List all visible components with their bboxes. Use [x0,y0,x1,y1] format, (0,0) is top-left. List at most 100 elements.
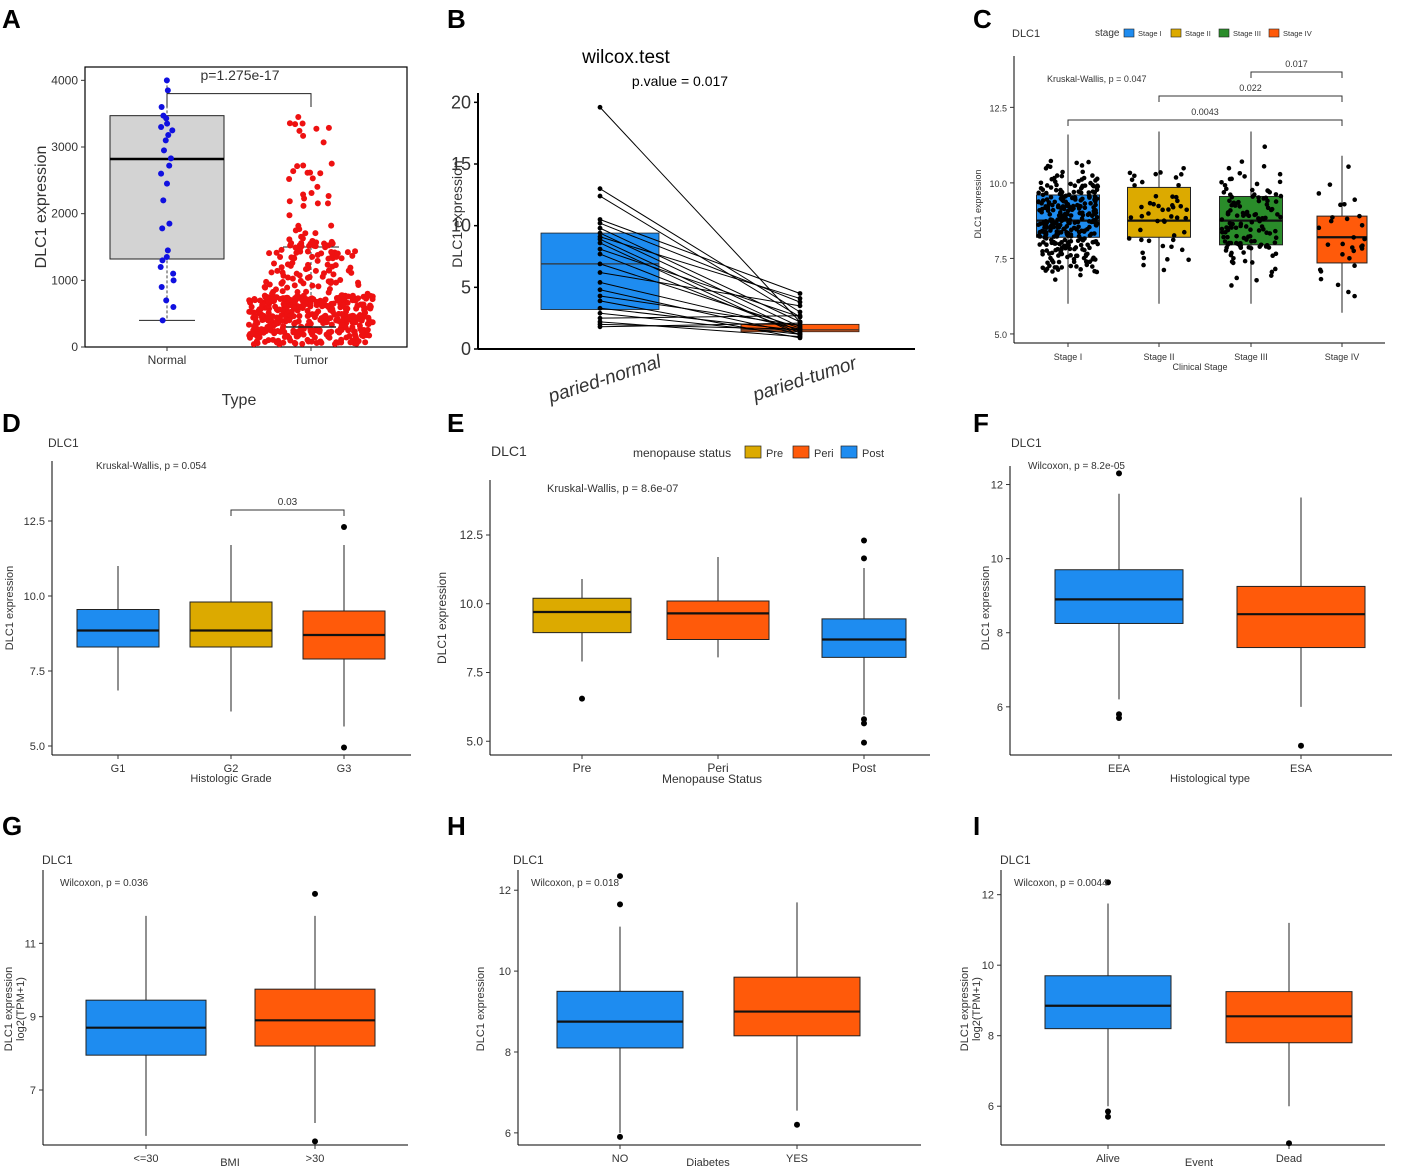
data-point [1272,240,1278,245]
pair-point-normal [597,280,603,285]
tumor-point [295,222,302,229]
x-axis-title: Histological type [1170,773,1250,785]
data-point [1052,265,1058,270]
data-point [1227,198,1232,204]
tumor-point [247,299,254,306]
tumor-point [350,318,357,325]
data-point [1264,242,1270,248]
data-point [1081,229,1087,234]
tumor-point [314,257,321,264]
box-2-box [254,988,376,1047]
data-point [1049,222,1055,228]
tumor-point [291,298,298,305]
legend-label: Post [862,448,884,460]
normal-point [164,87,171,94]
data-point [1219,226,1225,232]
y-tick-label: 1000 [51,273,78,287]
tumor-point [324,261,331,268]
y-tick-label: 10 [451,216,471,236]
data-point [1040,192,1046,198]
data-point [1044,248,1050,253]
tumor-point [295,114,302,121]
data-point [1272,266,1278,272]
tumor-point [264,323,271,330]
tumor-point [325,124,332,131]
data-point [1153,193,1159,199]
normal-point [169,127,176,134]
tumor-point [268,269,275,276]
tumor-point [299,340,306,347]
tumor-point [277,254,284,261]
tumor-point [362,339,369,346]
box-3-outlier [861,555,867,562]
tumor-point [273,339,280,346]
data-point [1043,166,1049,171]
data-point [1048,185,1054,190]
normal-point [170,270,177,277]
data-point [1078,272,1083,278]
tumor-point [260,329,267,336]
data-point [1059,265,1065,270]
stage-2-box [1127,186,1191,238]
pvalue-text: p=1.275e-17 [200,67,279,83]
y-tick-label: 12.5 [989,103,1007,113]
tumor-point [325,242,332,249]
pair-line [599,322,801,328]
tumor-point [278,246,285,253]
tumor-point [292,340,299,347]
tumor-point [344,316,351,323]
tumor-point [293,293,300,300]
stat-test-text: Kruskal-Wallis, p = 8.6e-07 [547,483,678,495]
data-point [1089,231,1094,237]
data-point [1045,260,1050,266]
data-point [1068,263,1074,269]
normal-point [163,77,170,84]
pair-point-normal [597,104,603,110]
tumor-point [333,339,340,346]
data-point [1277,171,1283,177]
panel-h: H 6 8 10 12 NO YES DLC1 Wilcoxon, p = 0.018 Diabe… [447,811,921,1168]
pair-line [599,106,801,323]
comparison-bracket [1158,95,1343,102]
data-point [1178,172,1184,177]
normal-point [158,284,165,290]
tumor-point [324,200,331,207]
pair-point-normal [597,186,603,192]
y-tick-label: 5 [461,277,471,297]
legend-label: Stage IV [1283,29,1312,38]
data-point [1094,196,1100,201]
bracket-label: 0.017 [1285,59,1308,69]
pair-line [599,323,801,330]
data-point [1226,165,1232,171]
pair-line [599,236,801,299]
legend-swatch [1170,28,1182,38]
tumor-point [338,321,345,328]
data-point [1141,255,1147,261]
box-2-outlier [1298,742,1304,749]
legend-swatch [1218,28,1230,38]
tumor-point [279,327,286,334]
data-point [1037,242,1043,247]
data-point [1156,203,1161,209]
y-tick-label: 12 [982,890,994,902]
legend-swatch [744,445,762,459]
tumor-point [286,120,293,127]
data-point [1093,210,1099,216]
data-point [1174,215,1180,221]
data-point [1268,273,1274,278]
data-point [1178,203,1184,209]
y-tick-label: 8 [505,1047,511,1059]
data-point [1087,224,1092,230]
tumor-point [337,277,344,284]
tumor-point [286,198,293,205]
legend-label: Stage III [1233,29,1261,38]
data-point [1249,187,1255,193]
data-point [1273,192,1279,197]
data-point [1269,269,1275,275]
tumor-point [313,302,320,309]
tumor-point [269,290,276,297]
pair-point-tumor [797,313,803,319]
y-tick-label: 9 [30,1012,36,1024]
data-point [1228,208,1233,213]
normal-point [158,124,165,130]
